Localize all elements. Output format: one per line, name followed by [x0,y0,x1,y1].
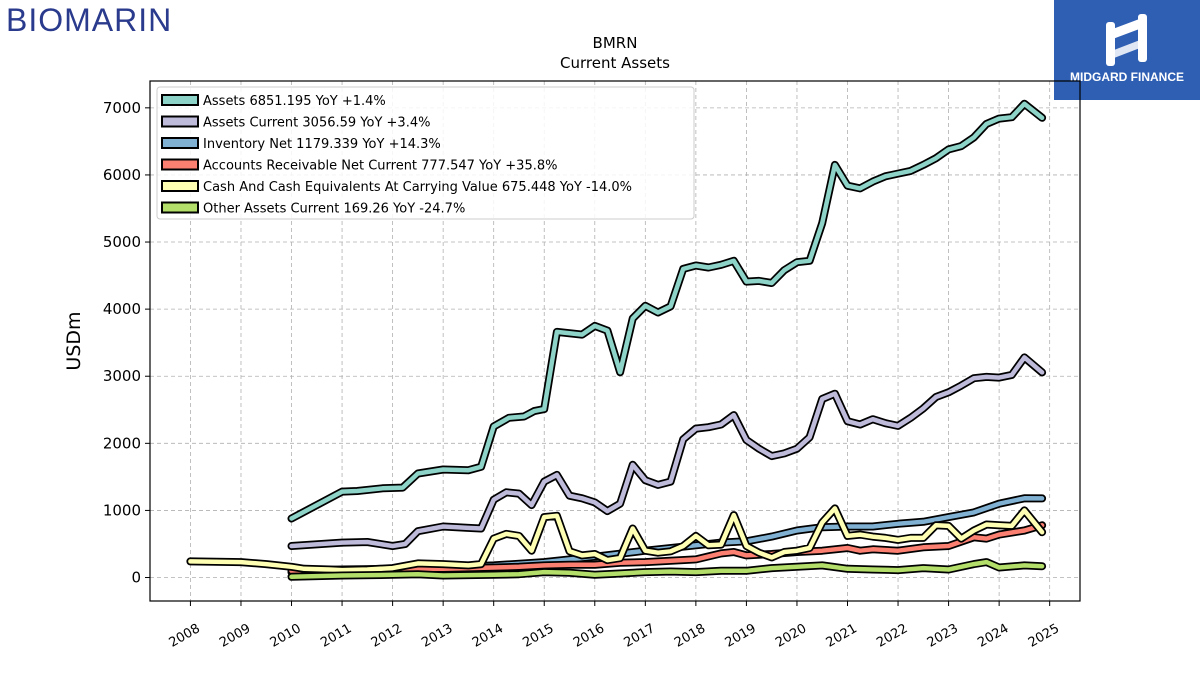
legend-swatch-other [161,201,199,214]
x-tick-label: 2025 [1026,621,1062,651]
legend-swatch-inventory [161,137,199,149]
y-tick-label: 0 [131,569,141,587]
y-tick-label: 4000 [103,300,141,318]
x-tick-label: 2014 [470,621,506,651]
biomarin-logo: BIOMARIN [4,0,214,40]
series-line-cash [188,506,1045,573]
series-line-assets_current [289,355,1045,549]
x-tick-label: 2017 [621,621,657,651]
x-tick-label: 2011 [318,621,354,651]
x-tick-label: 2008 [167,621,203,651]
x-tick-label: 2012 [369,621,405,651]
legend-box [156,86,695,220]
series-lines [186,99,1047,581]
x-tick-label: 2009 [217,621,253,651]
midgard-finance-text: MIDGARD FINANCE [1070,70,1184,84]
x-tick-label: 2010 [268,621,304,651]
chart-title: BMRN [593,34,638,52]
legend-label-cash: Cash And Cash Equivalents At Carrying Va… [203,180,632,195]
y-tick-label: 1000 [103,501,141,519]
x-tick-label: 2024 [975,621,1011,651]
legend-label-receivable: Accounts Receivable Net Current 777.547 … [203,159,558,174]
series-line-assets [289,101,1045,521]
x-tick-label: 2019 [723,621,759,651]
x-tick-label: 2022 [874,621,910,651]
y-tick-label: 5000 [103,233,141,251]
y-axis-ticks: 0 1000 2000 3000 4000 5000 6000 7000 [103,99,150,587]
legend-swatch-assets [161,94,199,106]
x-tick-label: 2013 [419,621,455,651]
x-tick-label: 2018 [672,621,708,651]
chart-subtitle: Current Assets [560,54,670,72]
x-tick-label: 2021 [824,621,860,651]
midgard-emblem-icon [1106,14,1147,66]
legend-swatch-assets_current [161,115,199,128]
x-axis-ticks: 2008 2009 2010 2011 2012 2013 2014 2015 2016 2017… [167,601,1062,651]
legend-label-other: Other Assets Current 169.26 YoY -24.7% [203,202,465,217]
plot-frame [149,80,1081,602]
biomarin-logo-text: BIOMARIN [6,2,172,38]
x-tick-label: 2023 [925,621,961,651]
y-tick-label: 3000 [103,367,141,385]
y-tick-label: 2000 [103,434,141,452]
legend-swatch-cash [161,180,199,192]
series-line-other [289,559,1045,580]
x-tick-label: 2015 [520,621,556,651]
y-tick-label: 7000 [103,99,141,117]
x-tick-label: 2020 [773,621,809,651]
y-tick-label: 6000 [103,166,141,184]
y-axis-label: USDm [63,311,85,370]
legend-label-assets: Assets 6851.195 YoY +1.4% [203,94,386,109]
legend-label-inventory: Inventory Net 1179.339 YoY +14.3% [203,137,441,152]
legend-label-assets_current: Assets Current 3056.59 YoY +3.4% [203,116,430,131]
legend-swatch-receivable [161,158,199,171]
midgard-finance-logo: MIDGARD FINANCE [1054,0,1200,100]
legend: Assets 6851.195 YoY +1.4% Assets Current … [156,86,695,220]
x-tick-label: 2016 [571,621,607,651]
series-line-receivable [289,523,1045,574]
